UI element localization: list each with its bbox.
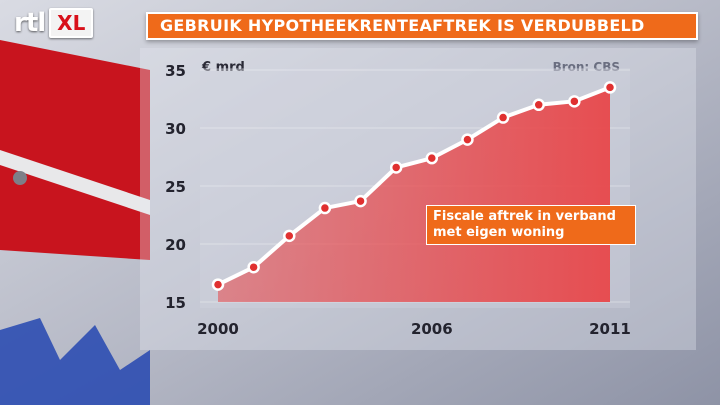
x-tick-label-2006: 2006 xyxy=(411,320,453,338)
annotation-box: Fiscale aftrek in verband met eigen woni… xyxy=(426,205,636,245)
x-tick-label-2011: 2011 xyxy=(589,320,631,338)
y-tick-label-30: 30 xyxy=(165,120,186,138)
source-label: Bron: CBS xyxy=(552,60,620,74)
data-point-2004 xyxy=(354,194,367,208)
data-point-2005 xyxy=(389,161,403,174)
y-tick-label-25: 25 xyxy=(165,178,186,196)
data-point-2002 xyxy=(283,229,296,243)
data-point-2008 xyxy=(496,111,510,124)
data-point-2007 xyxy=(461,133,474,146)
data-point-2006 xyxy=(425,151,439,165)
data-point-2003 xyxy=(318,201,332,215)
y-tick-label-20: 20 xyxy=(165,236,186,254)
logo-badge: XL xyxy=(49,8,94,38)
channel-logo: rtl XL xyxy=(14,6,94,40)
data-point-2011 xyxy=(603,81,617,94)
data-point-2001 xyxy=(247,260,260,274)
data-point-2000 xyxy=(211,278,225,291)
y-axis-label: € mrd xyxy=(202,60,245,75)
y-tick-label-35: 35 xyxy=(165,62,186,80)
y-tick-label-15: 15 xyxy=(165,294,186,312)
chart-title: GEBRUIK HYPOTHEEKRENTEAFTREK IS VERDUBBE… xyxy=(146,12,698,40)
data-point-2010 xyxy=(568,95,581,108)
logo-channel-text: rtl xyxy=(14,8,46,38)
x-tick-label-2000: 2000 xyxy=(197,320,239,338)
data-point-2009 xyxy=(532,98,545,112)
series-area xyxy=(218,87,610,303)
